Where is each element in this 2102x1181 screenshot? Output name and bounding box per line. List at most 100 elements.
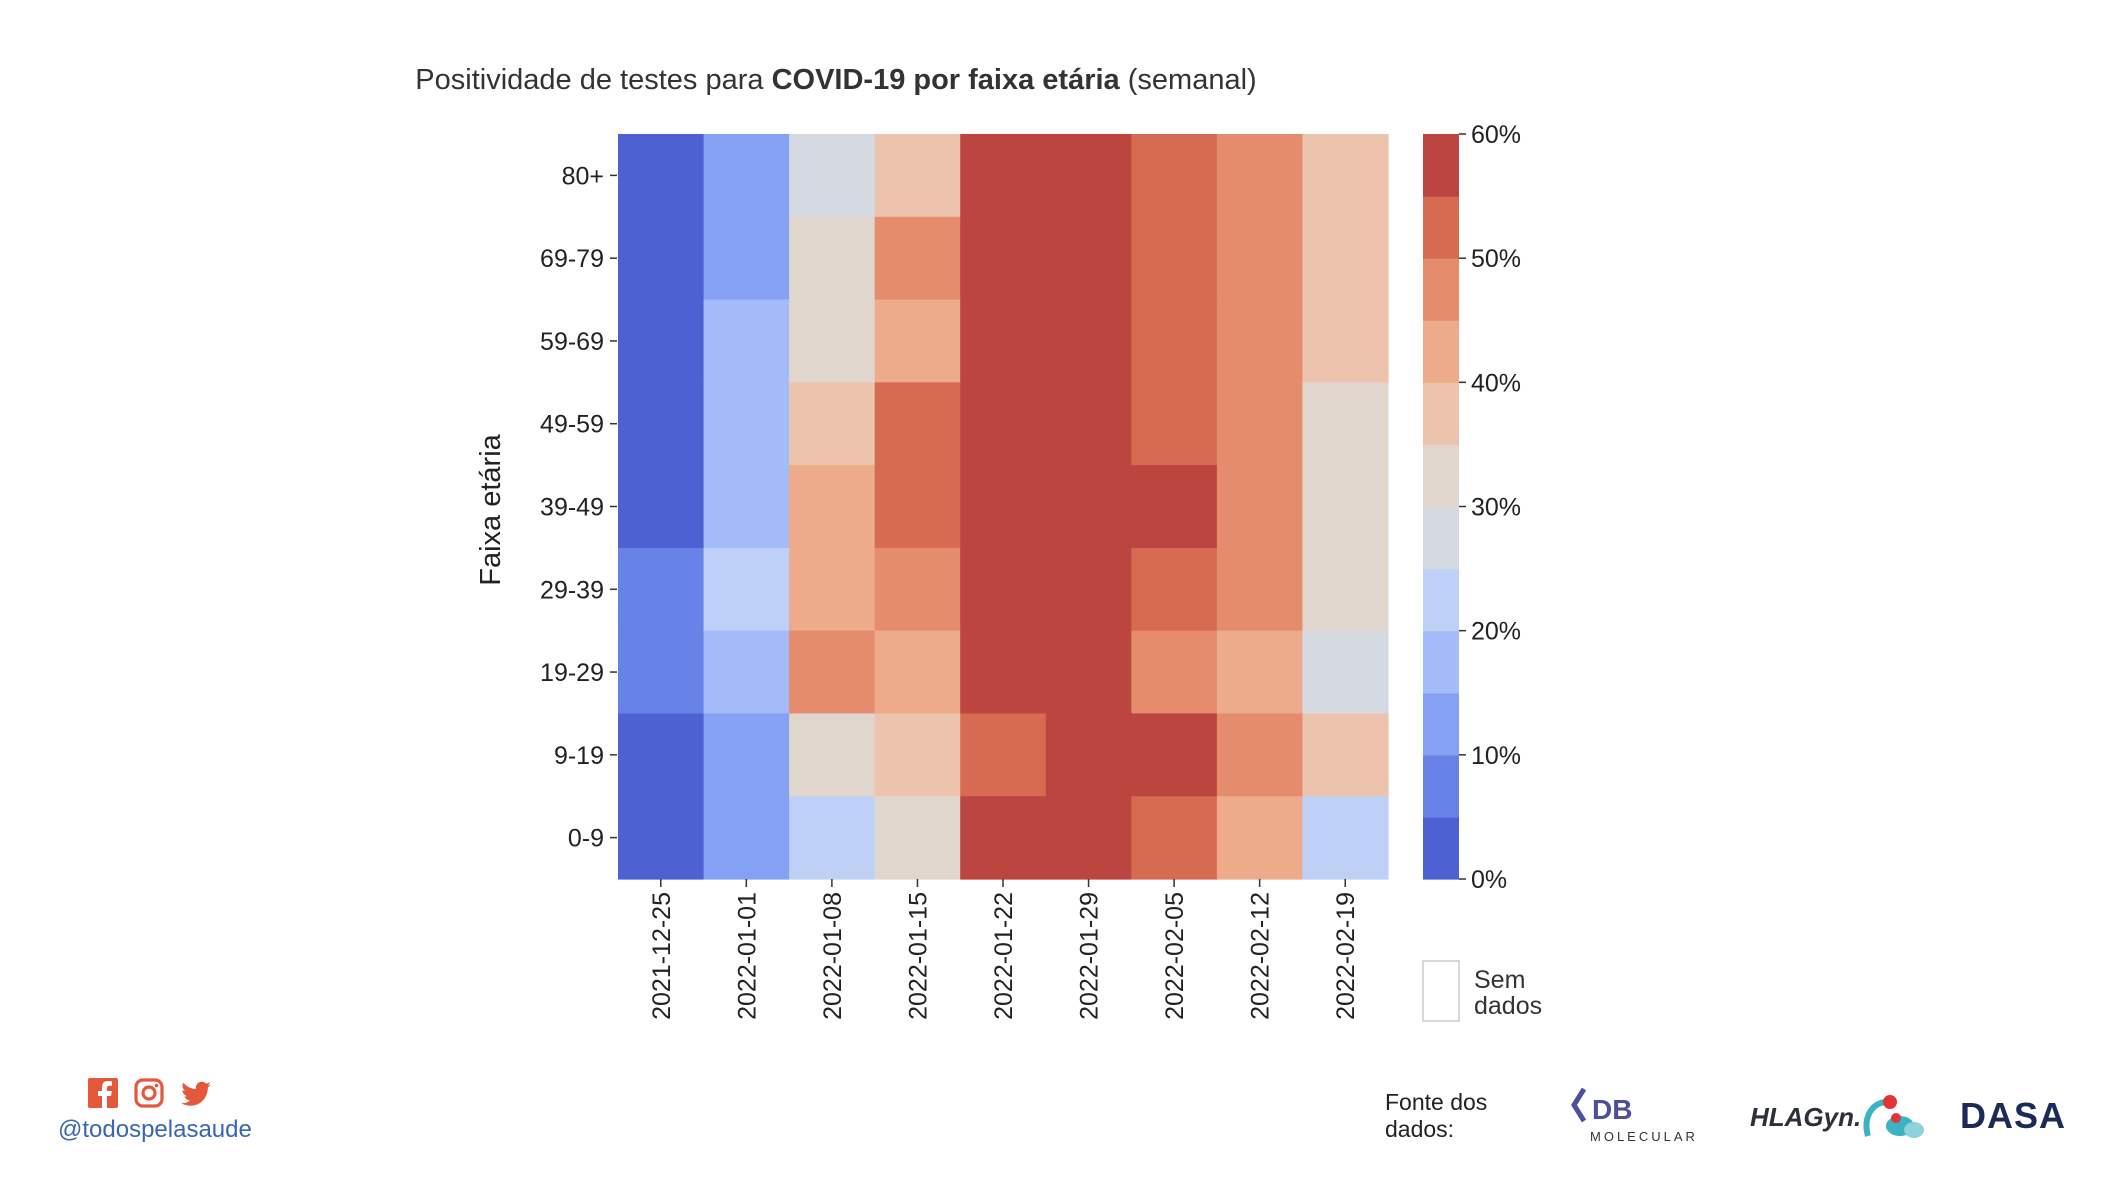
- heatmap-cell: [618, 465, 705, 549]
- heatmap-cell: [874, 465, 961, 549]
- social-handle[interactable]: @todospelasaude: [58, 1116, 252, 1143]
- heatmap-cell: [618, 796, 705, 880]
- heatmap-cell: [789, 630, 876, 715]
- source-label: Fonte dos dados:: [1385, 1089, 1488, 1142]
- heatmap-cell: [789, 465, 876, 549]
- heatmap-cell: [618, 630, 705, 715]
- heatmap-cell: [1131, 630, 1218, 715]
- hlagyn-logo: HLAGyn.: [1750, 1088, 1930, 1144]
- db-logo-subtext: MOLECULAR: [1590, 1129, 1698, 1144]
- x-tick-label: 2022-02-12: [1247, 892, 1275, 1020]
- x-tick-label: 2022-01-08: [819, 892, 847, 1020]
- heatmap-cell: [960, 382, 1047, 466]
- no-data-swatch: [1422, 960, 1460, 1022]
- heatmap-cell: [1216, 382, 1304, 466]
- heatmap-cell: [1045, 713, 1132, 797]
- colorbar-segment: [1423, 692, 1459, 756]
- colorbar-segment: [1423, 134, 1459, 197]
- x-tick-label: 2022-01-01: [733, 892, 761, 1020]
- colorbar-tick-label: 50%: [1471, 245, 1521, 273]
- heatmap-cell: [703, 134, 790, 218]
- colorbar-segment: [1423, 630, 1459, 694]
- chart-title: Positividade de testes para COVID-19 por…: [415, 64, 1256, 96]
- heatmap-cell: [1302, 216, 1389, 301]
- heatmap-cell: [703, 630, 790, 715]
- heatmap-cell: [703, 465, 790, 549]
- heatmap-cell: [1302, 713, 1389, 797]
- y-tick-label: 29-39: [540, 576, 604, 604]
- colorbar-tick-label: 10%: [1471, 742, 1521, 770]
- heatmap-cell: [789, 547, 876, 632]
- heatmap-cells: [618, 134, 1389, 880]
- heatmap-cell: [1131, 216, 1218, 301]
- facebook-icon[interactable]: [88, 1078, 120, 1110]
- heatmap-cell: [1302, 796, 1389, 880]
- heatmap-cell: [618, 713, 705, 797]
- heatmap-cell: [1131, 547, 1218, 632]
- heatmap-cell: [960, 216, 1047, 301]
- hlagyn-logo-text: HLAGyn.: [1750, 1102, 1861, 1132]
- no-data-label: Sem dados: [1474, 966, 1542, 1020]
- colorbar-tick-label: 30%: [1471, 494, 1521, 522]
- heatmap-cell: [618, 134, 705, 218]
- heatmap-cell: [1302, 630, 1389, 715]
- dasa-logo: DASA: [1960, 1096, 2072, 1136]
- colorbar-segment: [1423, 382, 1459, 446]
- instagram-icon[interactable]: [134, 1078, 166, 1110]
- heatmap-cell: [874, 216, 961, 301]
- y-axis-label: Faixa etária: [475, 433, 507, 585]
- heatmap-cell: [1045, 796, 1132, 880]
- heatmap-cell: [618, 299, 705, 383]
- colorbar-segment: [1423, 320, 1459, 383]
- heatmap-cell: [874, 630, 961, 715]
- x-tick-label: 2022-02-05: [1161, 892, 1189, 1020]
- heatmap-cell: [1045, 382, 1132, 466]
- heatmap-cell: [789, 713, 876, 797]
- heatmap-cell: [874, 382, 961, 466]
- heatmap-cell: [618, 547, 705, 632]
- heatmap-cell: [1216, 713, 1304, 797]
- heatmap-cell: [1131, 465, 1218, 549]
- heatmap-cell: [960, 630, 1047, 715]
- heatmap-cell: [789, 796, 876, 880]
- x-tick-label: 2022-01-15: [904, 892, 932, 1020]
- y-axis: 80+ 69-79 59-69 49-59 39-49 29-39 19-29 9-19 0-9: [540, 162, 617, 853]
- heatmap-cell: [1131, 796, 1218, 880]
- heatmap-cell: [960, 796, 1047, 880]
- heatmap-cell: [703, 713, 790, 797]
- heatmap-cell: [703, 382, 790, 466]
- heatmap-cell: [1216, 216, 1304, 301]
- x-axis: 2021-12-25 2022-01-01 2022-01-08 2022-01-15…: [648, 879, 1360, 1020]
- colorbar-tick-label: 20%: [1471, 618, 1521, 646]
- y-tick-label: 49-59: [540, 411, 604, 439]
- heatmap-cell: [960, 134, 1047, 218]
- heatmap-cell: [1045, 547, 1132, 632]
- heatmap-cell: [960, 465, 1047, 549]
- heatmap-cell: [874, 796, 961, 880]
- heatmap-cell: [1045, 630, 1132, 715]
- colorbar: 60% 50% 40% 30% 20% 10% 0%: [1423, 121, 1521, 894]
- heatmap-cell: [874, 299, 961, 383]
- heatmap-cell: [1302, 547, 1389, 632]
- heatmap-cell: [1302, 465, 1389, 549]
- y-tick-label: 80+: [562, 162, 604, 190]
- colorbar-tick-label: 40%: [1471, 369, 1521, 397]
- heatmap-cell: [1045, 299, 1132, 383]
- heatmap-cell: [960, 299, 1047, 383]
- heatmap-cell: [1131, 713, 1218, 797]
- heatmap-cell: [618, 382, 705, 466]
- colorbar-segment: [1423, 444, 1459, 508]
- y-tick-label: 59-69: [540, 328, 604, 356]
- title-part-1: Positividade de testes para: [415, 64, 771, 96]
- heatmap-cell: [789, 382, 876, 466]
- heatmap-cell: [1045, 216, 1132, 301]
- y-tick-label: 69-79: [540, 245, 604, 273]
- heatmap-cell: [874, 134, 961, 218]
- title-part-2: (semanal): [1120, 64, 1257, 96]
- twitter-icon[interactable]: [180, 1078, 212, 1110]
- heatmap-cell: [960, 713, 1047, 797]
- db-molecular-logo: DB MOLECULAR: [1570, 1085, 1720, 1147]
- y-tick-label: 39-49: [540, 494, 604, 522]
